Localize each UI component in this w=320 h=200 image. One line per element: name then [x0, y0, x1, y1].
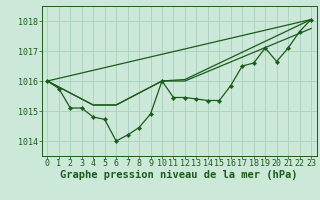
- X-axis label: Graphe pression niveau de la mer (hPa): Graphe pression niveau de la mer (hPa): [60, 170, 298, 180]
